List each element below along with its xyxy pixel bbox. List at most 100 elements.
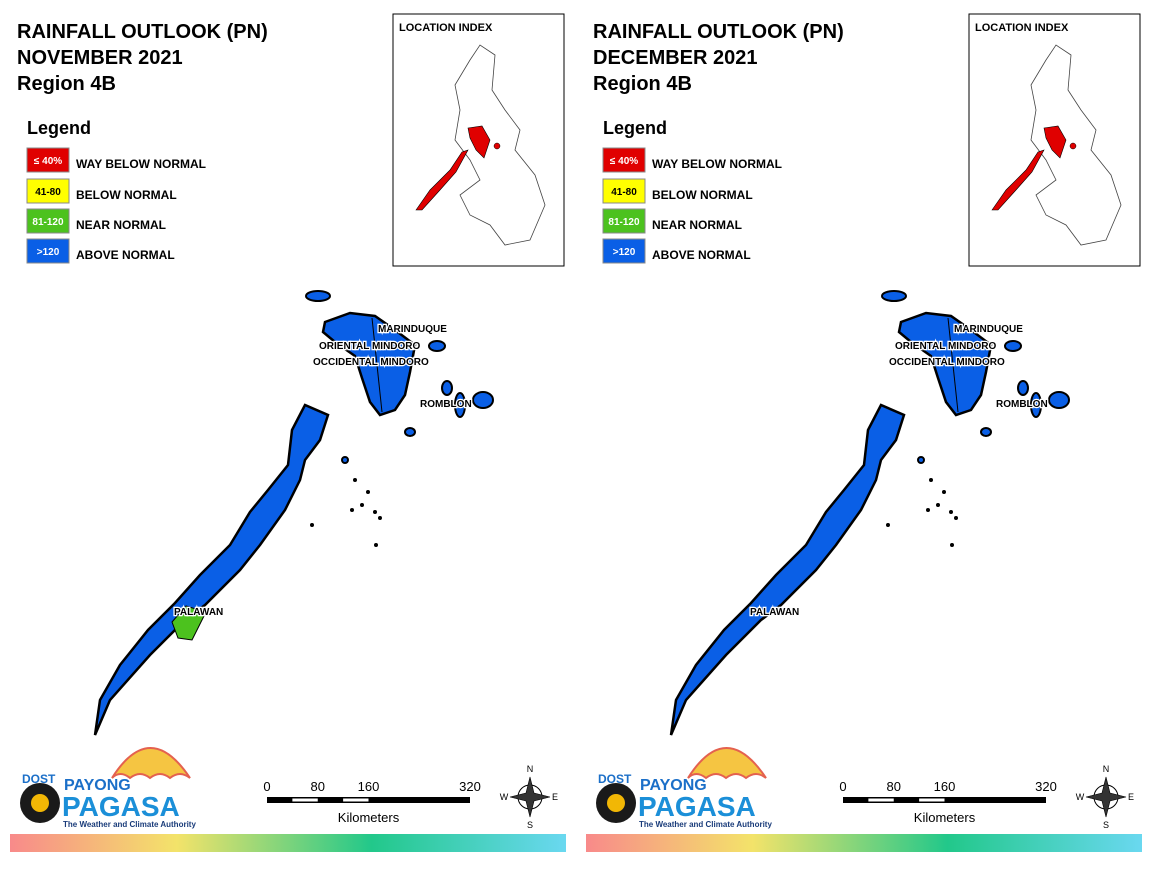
island [341,456,349,464]
islet [353,478,357,482]
inset-title: LOCATION INDEX [399,22,493,34]
map-label: ORIENTAL MINDORO [319,341,421,352]
scale-unit: Kilometers [914,810,976,825]
province-border [371,317,383,413]
scale-tick: 0 [263,779,270,794]
scale-tick: 160 [934,779,956,794]
inset-title: LOCATION INDEX [975,22,1069,34]
title-line: DECEMBER 2021 [593,47,758,69]
legend-swatch [26,208,70,234]
islet [310,523,314,527]
islet [929,478,933,482]
island [1048,391,1070,409]
islet [373,510,377,514]
compass-letter: W [1076,792,1085,802]
legend-label: NEAR NORMAL [76,218,166,232]
inset-mindoro [1043,125,1067,159]
island [1030,392,1042,418]
island [1004,340,1022,352]
logo-pagasa: PAGASA [62,791,180,822]
logo-dost: DOST [598,772,632,786]
island [305,290,331,302]
scale-tick: 320 [459,779,481,794]
scale-tick: 80 [311,779,325,794]
islet [950,543,954,547]
legend-label: ABOVE NORMAL [652,248,751,262]
island [472,391,494,409]
umbrella [687,747,767,780]
legend-range: ≤ 40% [610,156,638,167]
islet [926,508,930,512]
title-line: Region 4B [17,73,116,95]
legend-label: ABOVE NORMAL [76,248,175,262]
islet [350,508,354,512]
map-label: ROMBLON [420,399,472,410]
islet [954,516,958,520]
color-strip [10,834,566,852]
legend-range: ≤ 40% [34,156,62,167]
mindoro [321,311,417,417]
map-label: OCCIDENTAL MINDORO [889,357,1005,368]
logo-pagasa: PAGASA [638,791,756,822]
legend-range: 41-80 [35,187,61,198]
title-line: NOVEMBER 2021 [17,47,183,69]
logo-seal-inner [31,794,49,812]
legend-swatch [26,178,70,204]
legend-swatch [602,208,646,234]
island [441,380,453,396]
compass-letter: W [500,792,509,802]
compass-letter: E [552,792,558,802]
legend-title: Legend [603,118,667,138]
panel: RAINFALL OUTLOOK (PN) NOVEMBER 2021 Region… [10,13,566,852]
compass-letter: S [1103,820,1109,830]
scale-tick: 160 [358,779,380,794]
map-label: PALAWAN [174,607,223,618]
island [980,427,992,437]
compass-letter: S [527,820,533,830]
palawan [93,403,330,736]
panel: RAINFALL OUTLOOK (PN) DECEMBER 2021 Region… [586,13,1142,852]
island [917,456,925,464]
islet [374,543,378,547]
legend-swatch [26,147,70,173]
scale-tick: 0 [839,779,846,794]
map-label: ROMBLON [996,399,1048,410]
island [454,392,466,418]
scale-segment [343,798,369,802]
compass-letter: N [1103,764,1110,774]
legend-range: 81-120 [608,217,640,228]
mindoro [897,311,993,417]
inset-island [1069,142,1077,150]
island [404,427,416,437]
logo-seal-inner [607,794,625,812]
inset-island [493,142,501,150]
logo-tagline: The Weather and Climate Authority [63,820,196,829]
palawan [669,403,906,736]
islet [949,510,953,514]
compass-letter: E [1128,792,1134,802]
legend-label: BELOW NORMAL [76,188,177,202]
legend-label: WAY BELOW NORMAL [652,157,782,171]
logo-tagline: The Weather and Climate Authority [639,820,772,829]
legend-range: 41-80 [611,187,637,198]
scale-segment [292,798,318,802]
province-border [947,317,959,413]
inset-palawan [991,149,1045,211]
scale-segment [919,798,945,802]
scale-tick: 80 [887,779,901,794]
legend-label: BELOW NORMAL [652,188,753,202]
legend-range: >120 [37,247,60,258]
islet [886,523,890,527]
islet [378,516,382,520]
scale-tick: 320 [1035,779,1057,794]
island [1017,380,1029,396]
map-label: MARINDUQUE [954,324,1023,335]
umbrella [111,747,191,780]
inset-palawan [415,149,469,211]
islet [366,490,370,494]
logo-payong: PAYONG [64,777,131,794]
islet [936,503,940,507]
compass-star [509,776,551,818]
map-label: OCCIDENTAL MINDORO [313,357,429,368]
